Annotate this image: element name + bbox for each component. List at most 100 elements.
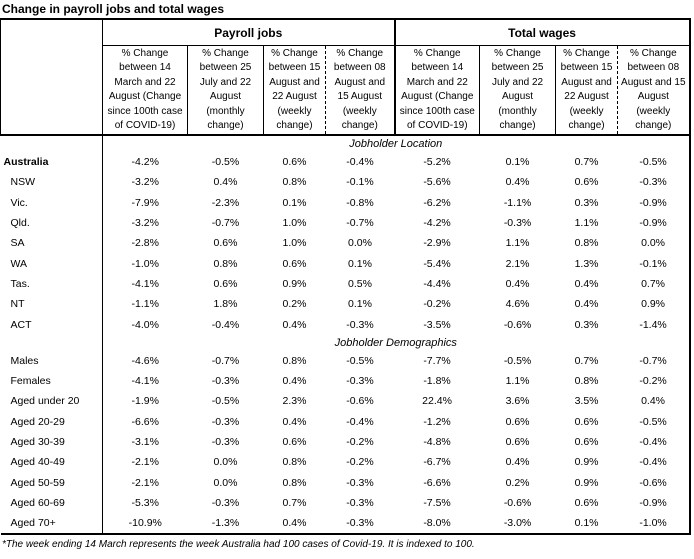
value-cell: -0.4% bbox=[346, 415, 374, 428]
value-cell: 1.0% bbox=[282, 217, 307, 230]
value-cell: -8.0% bbox=[394, 513, 480, 536]
value-cell: 0.4% bbox=[505, 176, 530, 189]
value-cell: -6.6% bbox=[131, 415, 159, 428]
row-label: Vic. bbox=[0, 192, 103, 213]
value-cell: -7.7% bbox=[423, 354, 451, 367]
column-header: % Change between 14 March and 22 August … bbox=[394, 45, 481, 136]
table-row: Aged 40-49 -2.1% 0.0% 0.8% -0.2% -6.7% 0.4% 0.9… bbox=[0, 452, 691, 473]
value-cell: 0.6% bbox=[282, 436, 307, 448]
value-cell: 1.1% bbox=[505, 237, 530, 250]
value-cell: -1.0% bbox=[617, 513, 691, 536]
value-cell: -0.6% bbox=[503, 318, 532, 331]
value-cell: 0.4% bbox=[213, 176, 238, 189]
value-cell: -0.3% bbox=[503, 217, 532, 230]
value-cell: -10.9% bbox=[102, 513, 188, 536]
row-label: Qld. bbox=[0, 212, 103, 234]
row-label: Aged 40-49 bbox=[0, 452, 103, 473]
value-cell: 0.6% bbox=[574, 415, 599, 428]
value-cell: -0.9% bbox=[617, 212, 691, 234]
value-cell: 0.8% bbox=[282, 176, 307, 189]
value-cell: -0.3% bbox=[346, 375, 374, 388]
row-label: SA bbox=[0, 233, 103, 254]
table-row: Aged 20-29 -6.6% -0.3% 0.4% -0.4% -1.2% 0.6% 0.… bbox=[0, 411, 691, 432]
value-cell: -0.4% bbox=[617, 431, 691, 453]
value-cell: -4.8% bbox=[423, 436, 451, 448]
value-cell: -2.1% bbox=[131, 456, 159, 469]
row-label: Aged 30-39 bbox=[0, 431, 103, 453]
value-cell: -5.4% bbox=[423, 257, 451, 270]
value-cell: -0.3% bbox=[325, 513, 395, 536]
value-cell: 0.6% bbox=[282, 257, 307, 270]
value-cell: -1.9% bbox=[131, 395, 159, 408]
value-cell: -0.5% bbox=[617, 411, 691, 432]
row-label-column-header bbox=[0, 18, 103, 136]
value-cell: 0.6% bbox=[505, 436, 530, 448]
value-cell: 0.5% bbox=[348, 277, 372, 290]
value-cell: 0.4% bbox=[574, 298, 599, 311]
value-cell: -0.5% bbox=[211, 395, 240, 408]
section-header-row: Jobholder Location bbox=[0, 135, 691, 152]
value-cell: -0.3% bbox=[346, 496, 374, 509]
value-cell: -2.1% bbox=[131, 476, 159, 489]
table-row: Australia -4.2% -0.5% 0.6% -0.4% -5.2% 0.1% 0.7… bbox=[0, 152, 691, 173]
row-label: Tas. bbox=[0, 273, 103, 295]
value-cell: -0.3% bbox=[346, 476, 374, 489]
value-cell: -0.6% bbox=[503, 496, 532, 509]
table-row: Vic. -7.9% -2.3% 0.1% -0.8% -6.2% -1.1% 0.3% -0.… bbox=[0, 192, 691, 213]
value-cell: 0.4% bbox=[263, 513, 326, 536]
value-cell: -2.9% bbox=[423, 237, 451, 250]
value-cell: -4.0% bbox=[131, 318, 159, 331]
row-label: Aged 20-29 bbox=[0, 411, 103, 432]
value-cell: -0.3% bbox=[211, 496, 240, 509]
value-cell: -0.7% bbox=[211, 217, 240, 230]
value-cell: -0.4% bbox=[346, 156, 374, 169]
group-header-total-wages: Total wages bbox=[394, 18, 691, 46]
value-cell: 1.3% bbox=[574, 257, 599, 270]
value-cell: -0.9% bbox=[617, 492, 691, 514]
value-cell: -0.5% bbox=[346, 354, 374, 367]
row-label-spacer bbox=[0, 334, 103, 351]
row-label: Males bbox=[0, 350, 103, 371]
value-cell: 0.9% bbox=[574, 476, 599, 489]
value-cell: 0.6% bbox=[213, 237, 238, 250]
value-cell: 0.8% bbox=[213, 257, 238, 270]
table-row: Aged 50-59 -2.1% 0.0% 0.8% -0.3% -6.6% 0.2% 0.9… bbox=[0, 472, 691, 493]
value-cell: 0.7% bbox=[574, 354, 599, 367]
value-cell: 0.0% bbox=[617, 233, 691, 254]
table-row: NSW -3.2% 0.4% 0.8% -0.1% -5.6% 0.4% 0.6% -0.3% bbox=[0, 172, 691, 193]
value-cell: -3.0% bbox=[479, 513, 556, 536]
value-cell: -0.3% bbox=[346, 318, 374, 331]
value-cell: 0.1% bbox=[348, 257, 372, 270]
value-cell: 0.6% bbox=[574, 496, 599, 509]
value-cell: -2.8% bbox=[131, 237, 159, 250]
value-cell: 1.0% bbox=[282, 237, 307, 250]
table-row: Qld. -3.2% -0.7% 1.0% -0.7% -4.2% -0.3% 1.1% -0.… bbox=[0, 212, 691, 234]
value-cell: 0.0% bbox=[213, 476, 238, 489]
value-cell: 3.5% bbox=[574, 395, 599, 408]
group-header-row: Payroll jobs Total wages bbox=[0, 18, 691, 136]
row-label: Aged under 20 bbox=[0, 391, 103, 412]
value-cell: 0.9% bbox=[282, 277, 307, 290]
value-cell: -1.0% bbox=[131, 257, 159, 270]
value-cell: -0.5% bbox=[211, 156, 240, 169]
value-cell: -0.7% bbox=[346, 217, 374, 230]
value-cell: 0.4% bbox=[574, 277, 599, 290]
column-header: % Change between 25 July and 22 August (… bbox=[479, 45, 557, 136]
value-cell: -4.2% bbox=[423, 217, 451, 230]
value-cell: 0.8% bbox=[282, 354, 307, 367]
value-cell: -0.1% bbox=[617, 253, 691, 274]
value-cell: 0.6% bbox=[574, 176, 599, 189]
value-cell: 2.3% bbox=[282, 395, 307, 408]
value-cell: 0.8% bbox=[574, 375, 599, 388]
row-label: Aged 50-59 bbox=[0, 472, 103, 493]
value-cell: -0.4% bbox=[211, 318, 240, 331]
value-cell: -0.3% bbox=[211, 375, 240, 388]
value-cell: -0.5% bbox=[503, 354, 532, 367]
footnote: *The week ending 14 March represents the… bbox=[2, 539, 475, 551]
value-cell: -0.2% bbox=[617, 370, 691, 392]
value-cell: -1.1% bbox=[131, 298, 159, 311]
value-cell: -6.6% bbox=[423, 476, 451, 489]
value-cell: -0.2% bbox=[346, 436, 374, 448]
value-cell: -5.2% bbox=[423, 156, 451, 169]
